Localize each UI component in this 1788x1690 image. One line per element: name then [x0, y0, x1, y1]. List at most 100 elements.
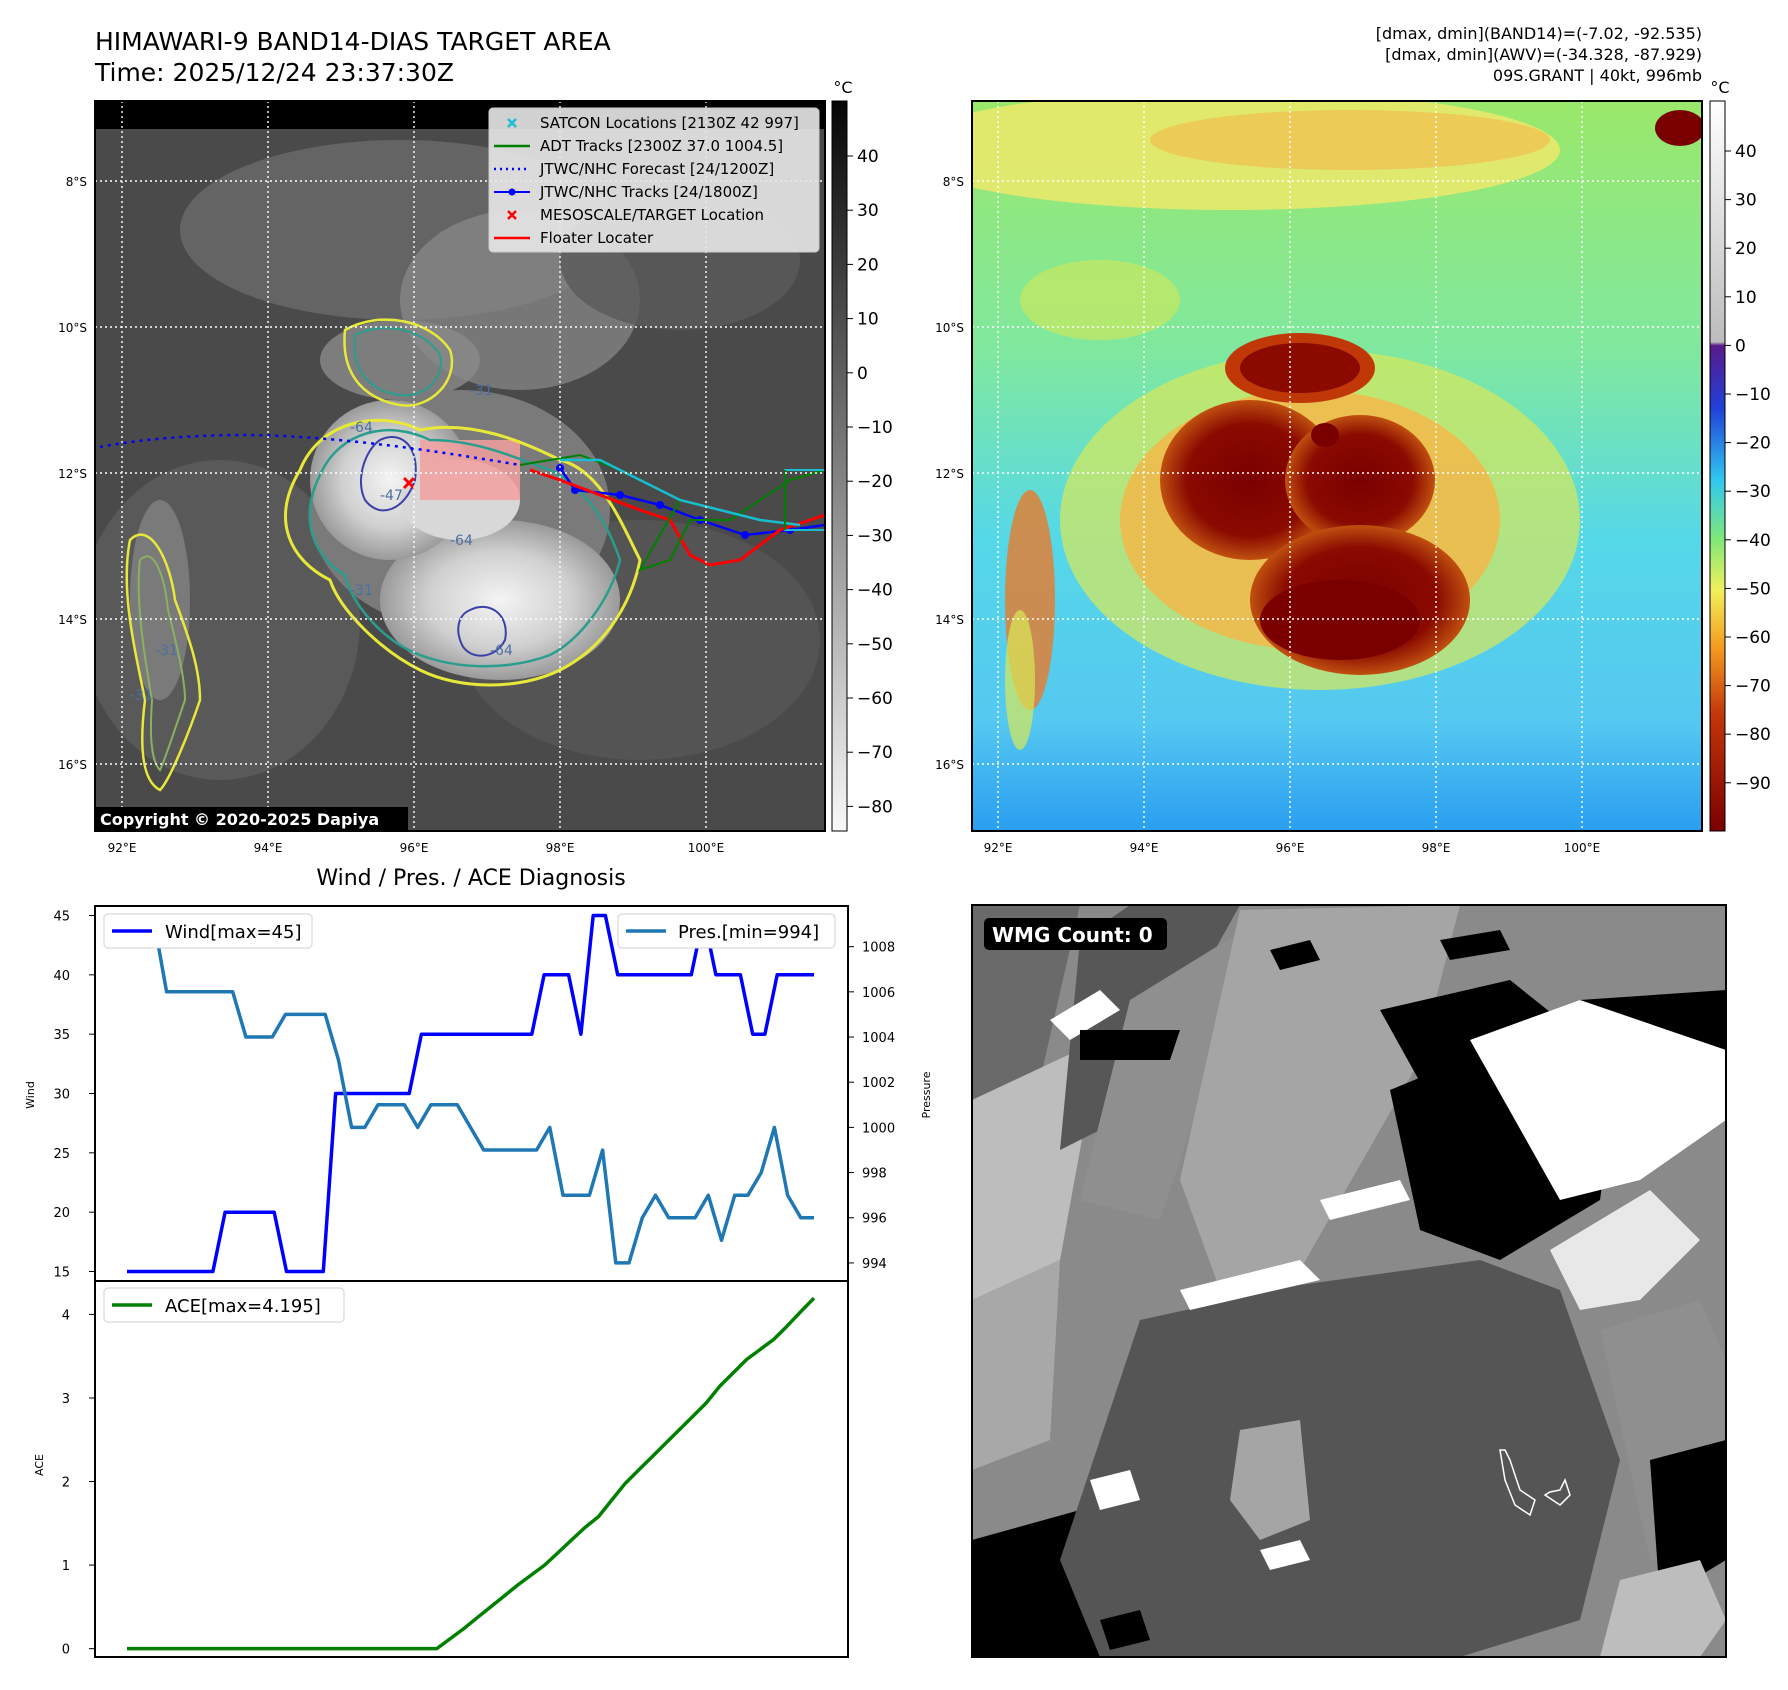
lat-tick-label: 10°S	[58, 321, 87, 335]
wind-tick-label: 15	[53, 1266, 70, 1281]
lat-tick-label: 10°S	[935, 321, 964, 335]
pres-legend: Pres.[min=994]	[617, 913, 836, 949]
pres-tick-label: 998	[862, 1167, 887, 1182]
lon-tick-label: 96°E	[400, 841, 429, 855]
contour-label: -31	[350, 583, 373, 599]
legend-marker	[507, 210, 517, 220]
ace-legend-label: ACE[max=4.195]	[165, 1296, 321, 1317]
ir-colorbar: °C 40 30 20 10 0 −10 −20 −30 −40 −50 −60 −70 −80	[831, 78, 893, 832]
color-map-panel: 8°S 10°S 12°S 14°S 16°S 92°E 94°E 96°E 98°E 100°…	[935, 100, 1703, 855]
ace-chart: 0 1 2 3 4 ACE ACE[max=4.195]	[33, 1280, 849, 1658]
ir-map-panel: -64 -31 -64 -31 -64 -31 -31 -47 8°S 10°S 1…	[58, 100, 826, 855]
ace-tick-label: 1	[62, 1559, 70, 1574]
contour-label: -64	[450, 533, 473, 549]
pres-tick-label: 994	[862, 1257, 887, 1272]
wind-tick-label: 45	[53, 909, 70, 924]
info-line1: [dmax, dmin](BAND14)=(-7.02, -92.535)	[1376, 24, 1702, 43]
color-map-gridlines	[972, 101, 1702, 831]
colorbar-tick-label: −70	[1735, 677, 1771, 697]
legend-marker	[508, 188, 516, 196]
color-lon-labels: 92°E 94°E 96°E 98°E 100°E	[984, 841, 1601, 855]
wmg-count-label: WMG Count: 0	[992, 923, 1153, 947]
pres-legend-label: Pres.[min=994]	[678, 922, 819, 943]
lat-tick-label: 8°S	[943, 175, 964, 189]
colorbar-tick-label: 40	[857, 147, 879, 167]
legend-marker	[507, 118, 517, 128]
contour-label: -64	[490, 643, 513, 659]
wind-tick-label: 35	[53, 1028, 70, 1043]
colorbar-tick-label: 0	[857, 364, 868, 384]
colorbar-tick-label: −40	[1735, 531, 1771, 551]
colorbar-tick-label: −70	[857, 743, 893, 763]
info-line3: 09S.GRANT | 40kt, 996mb	[1493, 66, 1702, 85]
lat-tick-label: 12°S	[58, 467, 87, 481]
ace-series-line	[127, 1296, 816, 1651]
legend-label: ADT Tracks [2300Z 37.0 1004.5]	[540, 137, 783, 155]
diagnosis-title: Wind / Pres. / ACE Diagnosis	[316, 866, 625, 891]
lon-tick-label: 100°E	[1564, 841, 1601, 855]
copyright-text: Copyright © 2020-2025 Dapiya	[100, 810, 379, 829]
contour-label: -31	[130, 688, 153, 704]
lon-tick-label: 96°E	[1276, 841, 1305, 855]
wind-tick-label: 25	[53, 1147, 70, 1162]
map-legend: SATCON Locations [2130Z 42 997] ADT Track…	[488, 107, 820, 253]
colorbar-tick-label: −10	[857, 418, 893, 438]
ace-tick-label: 0	[62, 1643, 70, 1658]
contour-label: -31	[470, 383, 493, 399]
wind-legend-label: Wind[max=45]	[165, 922, 302, 943]
colorbar-tick-label: −80	[1735, 725, 1771, 745]
colorbar-tick-label: −60	[857, 689, 893, 709]
ace-tick-label: 2	[62, 1476, 70, 1491]
colorbar-tick-label: 30	[1735, 191, 1757, 211]
contour-label: -31	[155, 643, 178, 659]
ace-tick-label: 4	[62, 1308, 70, 1323]
legend-label: JTWC/NHC Tracks [24/1800Z]	[539, 183, 758, 201]
ir-colorbar-unit: °C	[833, 78, 852, 97]
pres-tick-label: 1008	[862, 941, 895, 956]
lon-tick-label: 98°E	[1422, 841, 1451, 855]
colorbar-tick-label: −20	[857, 472, 893, 492]
color-map-imagery	[972, 101, 1702, 831]
ace-tick-label: 3	[62, 1392, 70, 1407]
wind-legend: Wind[max=45]	[103, 913, 313, 949]
ace-ylabel: ACE	[33, 1454, 46, 1476]
lon-tick-label: 92°E	[108, 841, 137, 855]
colorbar-tick-label: 40	[1735, 142, 1757, 162]
colorbar-tick-label: −90	[1735, 774, 1771, 794]
ace-legend: ACE[max=4.195]	[103, 1287, 345, 1323]
pres-ylabel: Pressure	[920, 1071, 933, 1118]
color-colorbar: °C 40 30 20 10 0 −10 −20 −30 −40 −50 −60 −70 −80 −90	[1709, 78, 1771, 832]
ir-lon-labels: 92°E 94°E 96°E 98°E 100°E	[108, 841, 725, 855]
legend-label: Floater Locater	[540, 229, 654, 247]
wmg-imagery	[972, 905, 1726, 1657]
wmg-panel: WMG Count: 0	[971, 904, 1727, 1658]
figure-title-line2: Time: 2025/12/24 23:37:30Z	[94, 58, 454, 87]
ir-map-gridlines	[95, 101, 825, 831]
legend-label: MESOSCALE/TARGET Location	[540, 206, 764, 224]
wind-tick-label: 20	[53, 1206, 70, 1221]
colorbar-tick-label: −10	[1735, 385, 1771, 405]
figure-title-line1: HIMAWARI-9 BAND14-DIAS TARGET AREA	[95, 27, 611, 56]
pres-tick-label: 996	[862, 1212, 887, 1227]
colorbar-tick-label: −20	[1735, 434, 1771, 454]
pres-series-line	[127, 916, 814, 1265]
wind-tick-label: 40	[53, 969, 70, 984]
colorbar-tick-label: −30	[857, 526, 893, 546]
colorbar-tick-label: −80	[857, 797, 893, 817]
lat-tick-label: 16°S	[935, 758, 964, 772]
lat-tick-label: 14°S	[935, 613, 964, 627]
lat-tick-label: 16°S	[58, 758, 87, 772]
colorbar-tick-label: 10	[857, 310, 879, 330]
contour-label: -47	[380, 488, 403, 504]
ir-lat-labels: 8°S 10°S 12°S 14°S 16°S	[58, 175, 87, 772]
info-line2: [dmax, dmin](AWV)=(-34.328, -87.929)	[1385, 45, 1702, 64]
color-colorbar-unit: °C	[1710, 78, 1729, 97]
lat-tick-label: 8°S	[66, 175, 87, 189]
colorbar-tick-label: 0	[1735, 336, 1746, 356]
colorbar-tick-label: −30	[1735, 482, 1771, 502]
colorbar-tick-label: −50	[1735, 579, 1771, 599]
pres-tick-label: 1006	[862, 986, 895, 1001]
legend-label: SATCON Locations [2130Z 42 997]	[540, 114, 799, 132]
wind-ylabel: Wind	[24, 1081, 37, 1109]
